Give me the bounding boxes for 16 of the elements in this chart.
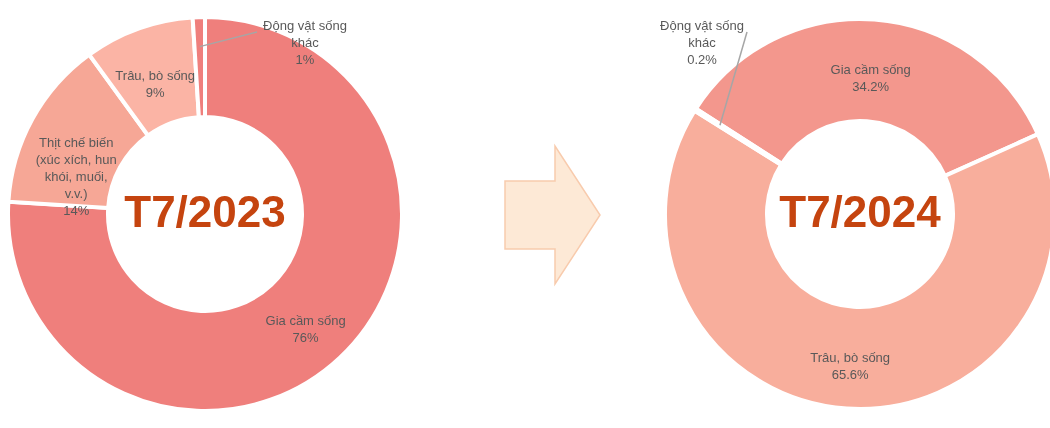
data-label: 65.6% xyxy=(831,366,870,382)
slice-label: Động vật sống khác xyxy=(660,18,744,50)
slice-label: Thịt chế biến (xúc xích, hun khói, muối, v.v.) xyxy=(35,135,117,202)
data-label: 9% xyxy=(145,84,166,100)
text: T7/2024 xyxy=(779,187,942,236)
data-label: 34.2% xyxy=(852,79,890,95)
data-label: 14% xyxy=(63,203,90,219)
slice-label: Động vật sống khác xyxy=(263,18,347,50)
data-label: 76% xyxy=(292,330,320,346)
data-label: 1% xyxy=(295,52,315,67)
slice-label: Gia cầm sống xyxy=(830,62,911,78)
slice-label: Trâu, bò sống xyxy=(115,67,196,83)
slice-label: Gia cầm sống xyxy=(265,313,346,329)
slice-label: Trâu, bò sống xyxy=(810,349,891,365)
data-label: 0.2% xyxy=(687,52,718,67)
text: T7/2023 xyxy=(124,187,286,236)
